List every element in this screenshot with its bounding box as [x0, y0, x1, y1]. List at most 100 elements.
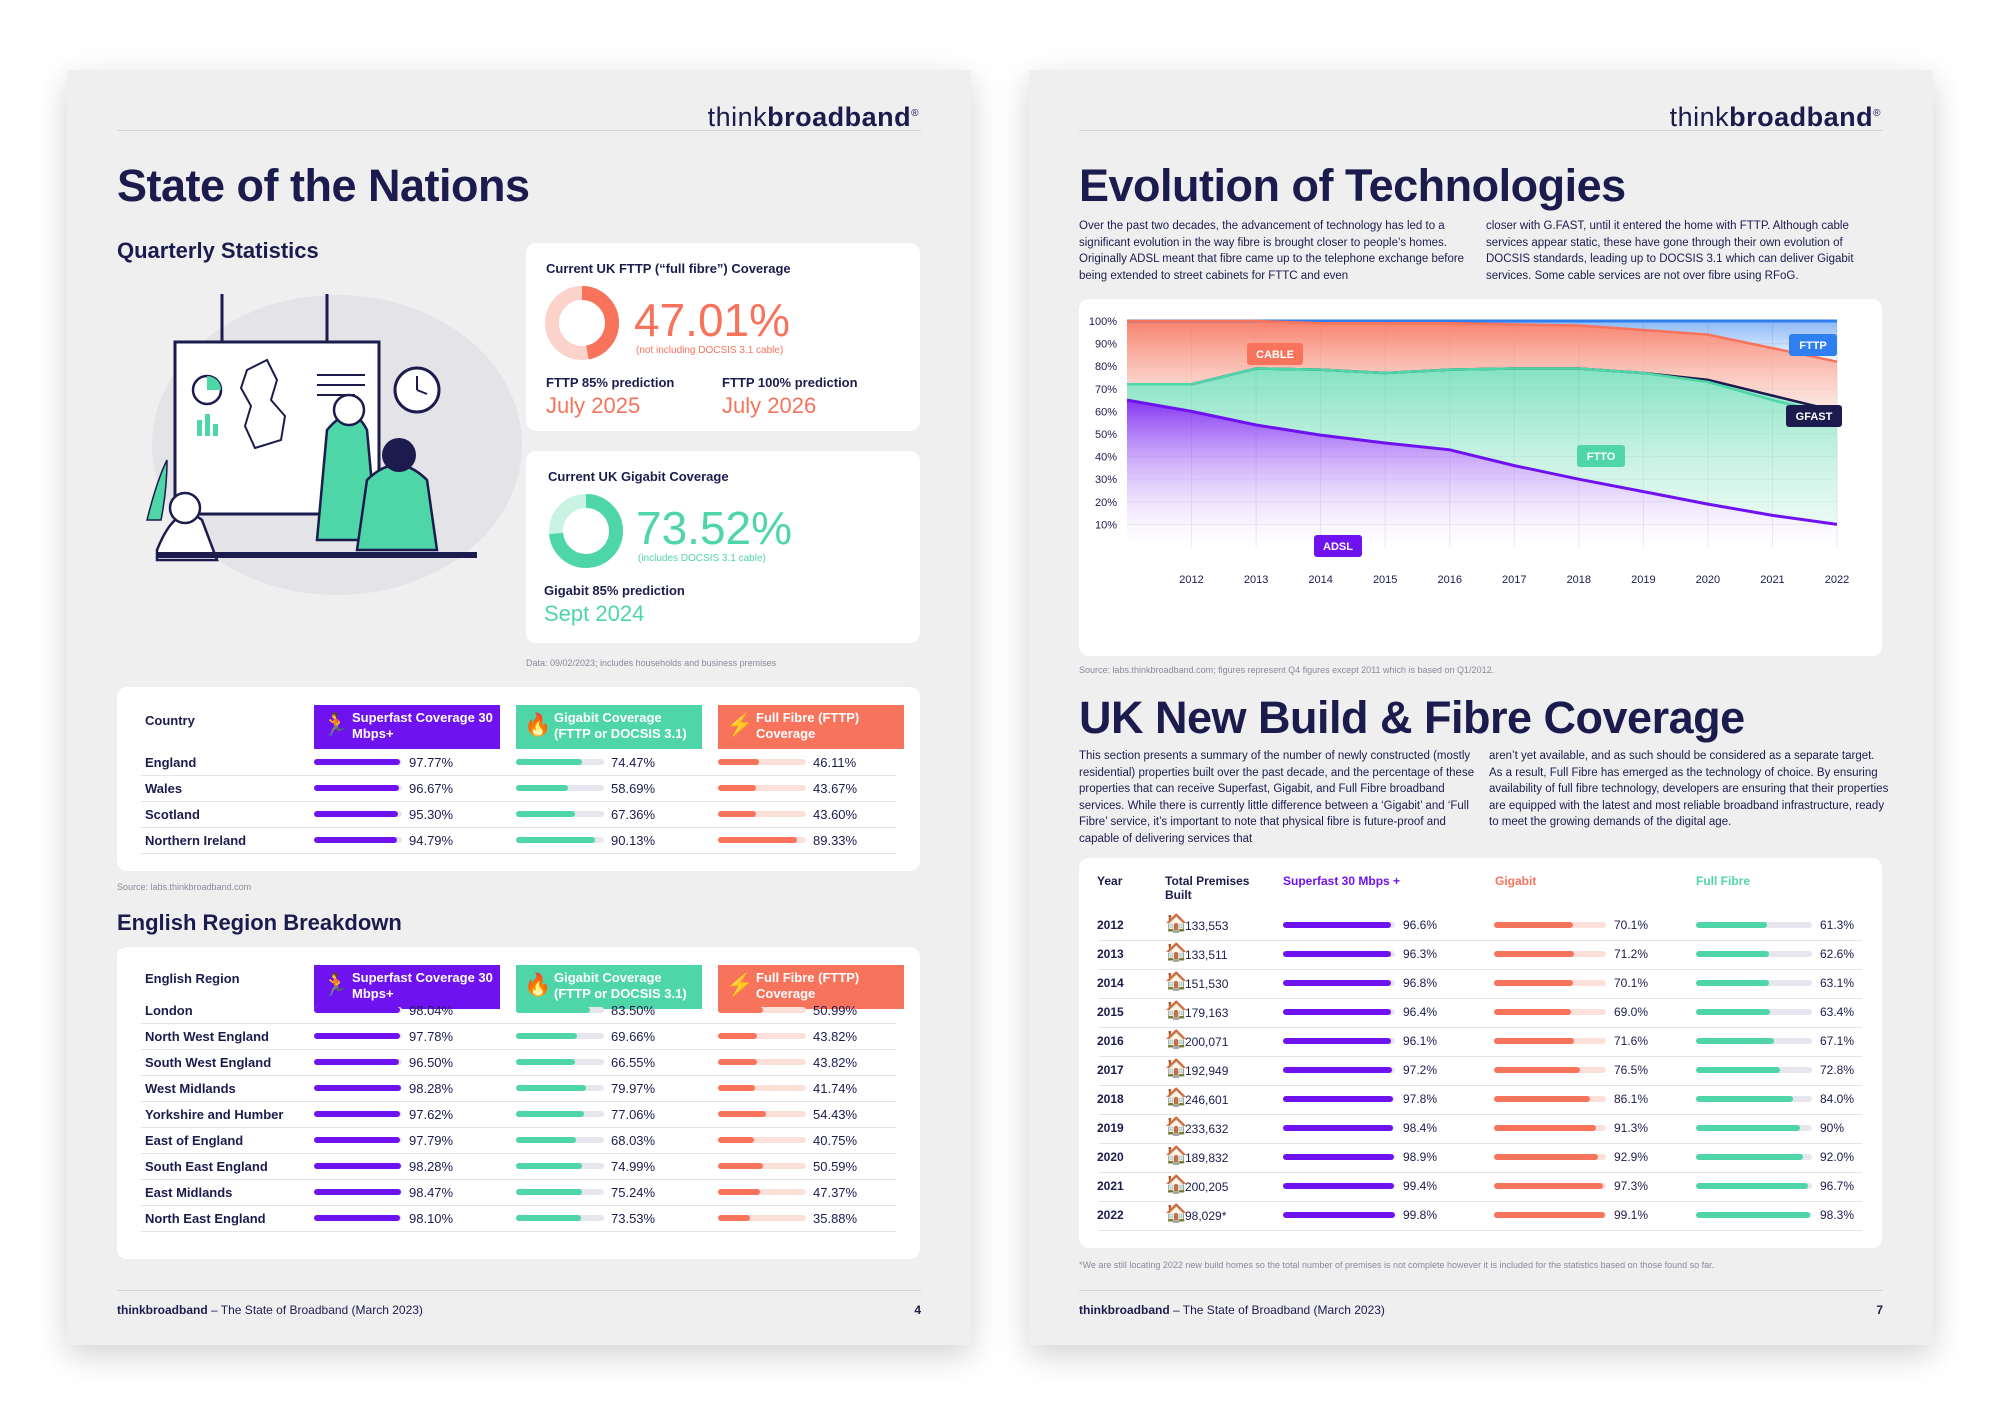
y-tick-label: 90% [1095, 339, 1117, 351]
bar-fill [314, 837, 398, 843]
bar-value: 63.4% [1820, 1005, 1855, 1019]
lightning-icon: ⚡ [726, 972, 754, 997]
bar-value: 98.3% [1820, 1208, 1855, 1222]
bar-fill [314, 811, 398, 817]
source-note: Source: labs.thinkbroadband.com [117, 882, 252, 892]
gigabit-donut-arc [549, 494, 623, 568]
house-icon: 🏠 [1165, 1174, 1188, 1194]
bar-value: 98.10% [409, 1211, 454, 1226]
x-tick-label: 2018 [1567, 574, 1591, 586]
row-name: East Midlands [145, 1185, 233, 1200]
country-coverage-table: Country 🏃 Superfast Coverage 30 Mbps+ 🔥 Gi… [117, 687, 920, 871]
bar-fill [1494, 1125, 1597, 1131]
bar-track [718, 1059, 806, 1065]
gigabit-col-header: 🔥 Gigabit Coverage (FTTP or DOCSIS 3.1) [516, 965, 702, 1009]
bar-value: 97.77% [409, 755, 454, 770]
brand-logo: thinkbroadband® [1669, 102, 1881, 132]
bar-value: 71.2% [1614, 947, 1649, 961]
gigabit-coverage-value: 73.52% [636, 502, 793, 554]
y-tick-label: 30% [1095, 474, 1117, 486]
header-divider [117, 130, 921, 131]
gigabit-85-value: Sept 2024 [544, 601, 645, 626]
y-tick-label: 80% [1095, 361, 1117, 373]
bar-fill [1283, 980, 1392, 986]
gfast-label: GFAST [1796, 411, 1833, 423]
bar-value: 47.37% [813, 1185, 858, 1200]
fttp-coverage-label: Current UK FTTP (“full fibre”) Coverage [546, 261, 791, 276]
bar-fill [516, 1033, 578, 1039]
fttp-100-value: July 2026 [722, 393, 817, 418]
bar-fill [718, 1111, 766, 1117]
x-tick-label: 2022 [1825, 574, 1849, 586]
total-cell: 189,832 [1185, 1151, 1229, 1165]
bar-fill [1283, 1125, 1394, 1131]
bar-value: 71.6% [1614, 1034, 1649, 1048]
house-icon: 🏠 [1165, 1087, 1188, 1107]
bar-fill [1283, 1154, 1394, 1160]
bar-fill [1696, 922, 1768, 928]
page-number: 4 [914, 1303, 921, 1317]
build-paragraph-left: This section presents a summary of the n… [1079, 750, 1475, 845]
total-cell: 179,163 [1185, 1006, 1229, 1020]
bar-fill [718, 1085, 755, 1091]
page-footer: thinkbroadband – The State of Broadband … [1079, 1290, 1883, 1317]
total-cell: 200,205 [1185, 1180, 1229, 1194]
house-icon: 🏠 [1165, 913, 1188, 933]
bar-value: 63.1% [1820, 976, 1855, 990]
section-heading-quarterly: Quarterly Statistics [117, 238, 319, 263]
page-number: 7 [1876, 1303, 1883, 1317]
total-cell: 151,530 [1185, 977, 1229, 991]
table-row: 2022 🏠 98,029* 99.8% 99.1% 98.3% [1097, 1202, 1862, 1231]
y-tick-label: 40% [1095, 452, 1117, 464]
country-col-header: Country [145, 713, 195, 728]
bar-value: 97.78% [409, 1029, 454, 1044]
year-col-header: Year [1097, 874, 1123, 888]
y-tick-label: 50% [1095, 429, 1117, 441]
office-presentation-illustration [146, 294, 522, 595]
table-row: East of England 97.79% 68.03% 40.75% [141, 1127, 896, 1154]
bar-track [718, 1033, 806, 1039]
bar-fill [718, 785, 757, 791]
bar-value: 69.0% [1614, 1005, 1649, 1019]
bar-value: 98.28% [409, 1159, 454, 1174]
bar-value: 97.79% [409, 1133, 454, 1148]
bar-fill [1283, 1038, 1391, 1044]
lightning-icon: ⚡ [726, 712, 754, 737]
bar-value: 73.53% [611, 1211, 656, 1226]
house-icon: 🏠 [1165, 942, 1188, 962]
table-row: 2012 🏠 133,553 96.6% 70.1% 61.3% [1097, 912, 1862, 941]
bar-fill [1283, 951, 1391, 957]
bar-value: 98.9% [1403, 1150, 1438, 1164]
bar-fill [516, 811, 576, 817]
row-name: Wales [145, 781, 183, 796]
row-name: Northern Ireland [145, 833, 247, 848]
bar-value: 43.60% [813, 807, 858, 822]
bar-fill [1494, 1183, 1603, 1189]
bar-value: 76.5% [1614, 1063, 1649, 1077]
fttp-coverage-note: (not including DOCSIS 3.1 cable) [636, 345, 784, 356]
total-col-header: Total Premises Built [1165, 874, 1250, 902]
bar-value: 58.69% [611, 781, 656, 796]
build-paragraph-right: aren’t yet available, and as such should… [1489, 750, 1889, 828]
bar-fill [516, 1111, 584, 1117]
fttp-donut-chart [545, 286, 619, 360]
house-icon: 🏠 [1165, 1116, 1188, 1136]
row-name: East of England [145, 1133, 244, 1148]
fttp-coverage-card: Current UK FTTP (“full fibre”) Coverage … [526, 243, 920, 431]
x-tick-label: 2012 [1179, 574, 1203, 586]
bar-value: 99.1% [1614, 1208, 1649, 1222]
bar-fill [718, 837, 797, 843]
bar-fill [1696, 1212, 1810, 1218]
bar-value: 50.99% [813, 1003, 858, 1018]
bar-value: 67.1% [1820, 1034, 1855, 1048]
year-cell: 2013 [1097, 947, 1124, 961]
bar-fill [1696, 1154, 1803, 1160]
bar-value: 90.13% [611, 833, 656, 848]
year-cell: 2017 [1097, 1063, 1124, 1077]
bar-fill [516, 1163, 582, 1169]
bar-value: 69.66% [611, 1029, 656, 1044]
bar-fill [314, 1111, 400, 1117]
adsl-area [1127, 400, 1837, 547]
fttp-label: FTTP [1799, 340, 1827, 352]
bar-value: 70.1% [1614, 918, 1649, 932]
